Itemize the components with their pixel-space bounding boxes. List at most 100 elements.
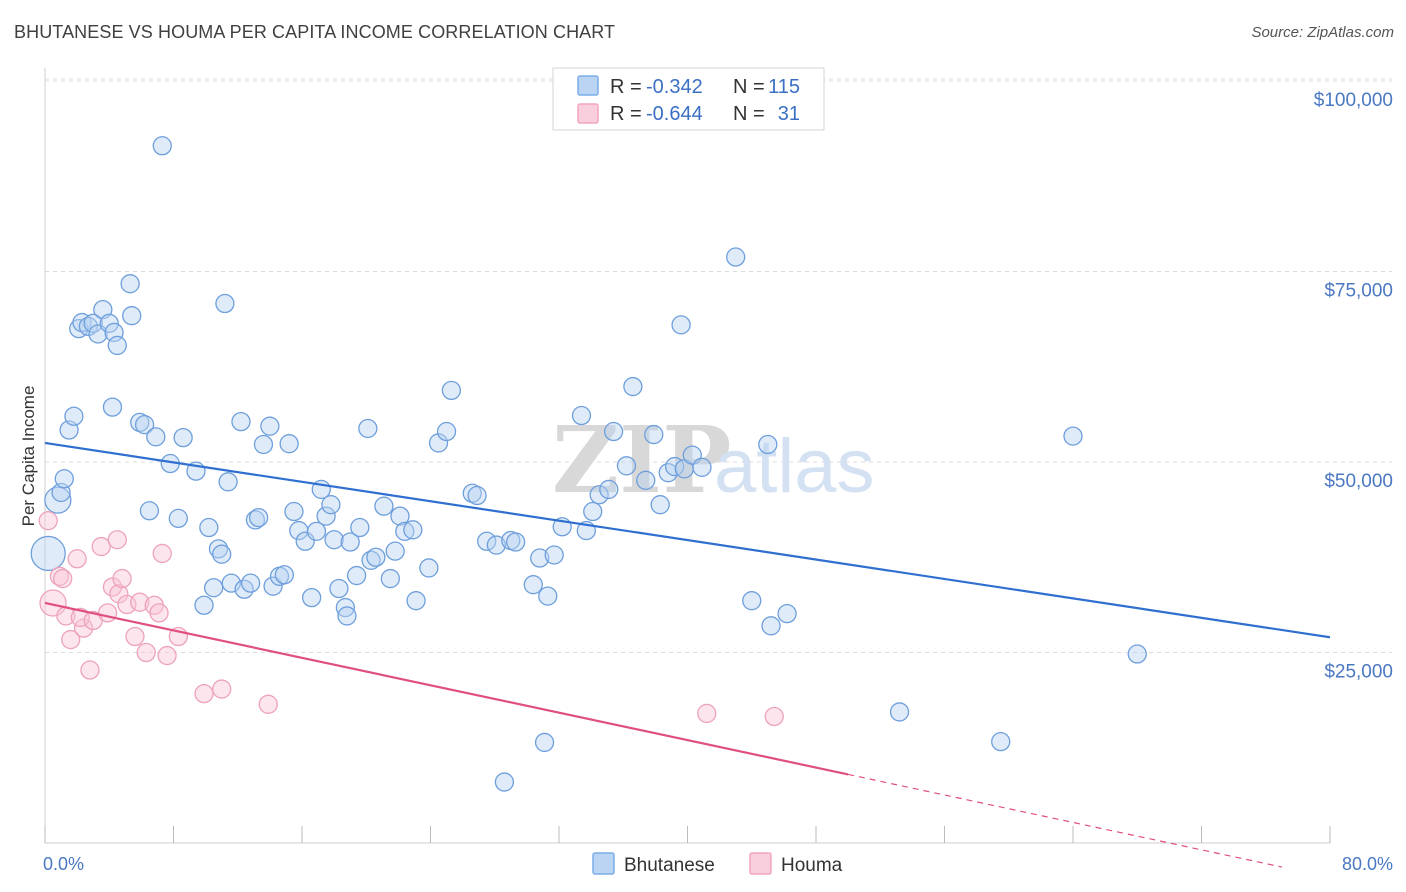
houma-point [80, 660, 100, 680]
bhutanese-point [636, 470, 656, 490]
bhutanese-point [83, 313, 103, 333]
bhutanese-point [623, 376, 643, 397]
bhutanese-point [467, 485, 487, 506]
bhutanese-point [231, 411, 251, 432]
axes [44, 68, 1331, 844]
watermark-atlas: atlas [714, 424, 875, 509]
legend-top: R = -0.342 N = 115 R = -0.644 N = 31 [552, 67, 825, 131]
bhutanese-point [761, 616, 781, 636]
bhutanese-point [152, 136, 172, 156]
bhutanese-point [350, 517, 370, 538]
bhutanese-point [321, 495, 341, 515]
trendline-bhutanese [44, 441, 1331, 639]
y-tick-label: $50,000 [1324, 471, 1393, 492]
legend-n-label-1: N = [733, 76, 765, 98]
bhutanese-point [403, 520, 423, 540]
bhutanese-point [523, 575, 543, 595]
bhutanese-point [64, 406, 84, 426]
legend-r-label-1: R = [610, 76, 642, 98]
bhutanese-point [260, 416, 280, 436]
bottom-legend-label-houma: Houma [781, 855, 843, 876]
bhutanese-point [436, 421, 457, 442]
bhutanese-point [419, 558, 439, 578]
bhutanese-point [240, 573, 261, 593]
bhutanese-point [212, 544, 232, 564]
houma-point [107, 530, 127, 550]
series-houma-points [38, 511, 784, 727]
bhutanese-point [494, 772, 515, 792]
houma-point [194, 683, 214, 704]
bhutanese-point [644, 424, 664, 445]
bhutanese-point [380, 568, 400, 589]
houma-point [212, 679, 232, 699]
bhutanese-point [395, 521, 415, 541]
y-tick-label: $100,000 [1314, 90, 1393, 111]
legend-r-value-1: -0.342 [646, 76, 703, 98]
bhutanese-point [603, 421, 624, 442]
houma-point [149, 603, 169, 623]
bhutanese-point [538, 586, 558, 606]
bhutanese-point [589, 485, 609, 505]
bottom-legend-swatch-bhutanese [592, 852, 615, 875]
legend-r-value-2: -0.644 [646, 103, 703, 125]
houma-point [112, 568, 132, 589]
bhutanese-point [120, 274, 140, 294]
houma-point [258, 694, 278, 714]
bhutanese-point [134, 415, 155, 435]
x-tick-labels: 0.0% 80.0% [43, 854, 1393, 874]
houma-point [73, 618, 94, 638]
legend-n-value-2: 31 [778, 103, 800, 125]
houma-point [49, 566, 70, 586]
bhutanese-point [146, 427, 166, 447]
bhutanese-point [441, 380, 462, 401]
bhutanese-point [385, 541, 405, 561]
houma-point [109, 584, 129, 604]
bhutanese-point [253, 434, 274, 455]
bhutanese-point [1063, 426, 1083, 446]
houma-point [67, 549, 87, 569]
y-tick-labels: $25,000 $50,000 $75,000 $100,000 [1314, 90, 1393, 683]
y-axis-label: Per Capita Income [19, 386, 38, 527]
bhutanese-point [301, 587, 322, 608]
bhutanese-point [742, 591, 762, 611]
legend-swatch-bhutanese [577, 75, 599, 96]
bhutanese-point [194, 595, 214, 615]
houma-point [53, 568, 73, 589]
gridlines [45, 78, 1392, 653]
series-bhutanese-points [30, 136, 1147, 792]
bottom-legend-label-bhutanese: Bhutanese [624, 855, 715, 876]
bhutanese-point [406, 591, 426, 611]
trend-lines [44, 441, 1331, 868]
bhutanese-point [374, 496, 394, 516]
y-tick-label: $75,000 [1324, 281, 1393, 302]
bhutanese-point [671, 315, 691, 335]
bhutanese-point [692, 457, 712, 477]
y-tick-label: $25,000 [1324, 662, 1393, 683]
houma-point [157, 645, 177, 666]
legend-r-label-2: R = [610, 103, 642, 125]
bhutanese-point [534, 732, 555, 753]
bhutanese-point [1127, 644, 1147, 664]
bhutanese-point [99, 313, 119, 333]
bhutanese-point [306, 521, 327, 541]
bhutanese-point [284, 501, 304, 522]
bhutanese-point [486, 535, 507, 555]
x-tick-label-max: 80.0% [1342, 854, 1393, 874]
bhutanese-point [215, 293, 235, 314]
bhutanese-point [204, 578, 224, 598]
bhutanese-point [991, 732, 1011, 752]
x-tick-label-min: 0.0% [43, 854, 84, 874]
bhutanese-point [208, 539, 229, 559]
houma-point [97, 603, 118, 623]
houma-point [91, 536, 111, 557]
bhutanese-point [139, 501, 160, 521]
trendline-houma [44, 601, 849, 776]
bottom-legend-swatch-houma [749, 852, 772, 875]
chart-source: Source: ZipAtlas.com [1251, 24, 1394, 41]
bhutanese-point [324, 530, 344, 550]
bhutanese-point [199, 517, 219, 538]
legend-n-value-1: 115 [768, 76, 800, 98]
bhutanese-point [245, 510, 266, 530]
bhutanese-point [248, 507, 269, 528]
bhutanese-point [390, 506, 410, 526]
